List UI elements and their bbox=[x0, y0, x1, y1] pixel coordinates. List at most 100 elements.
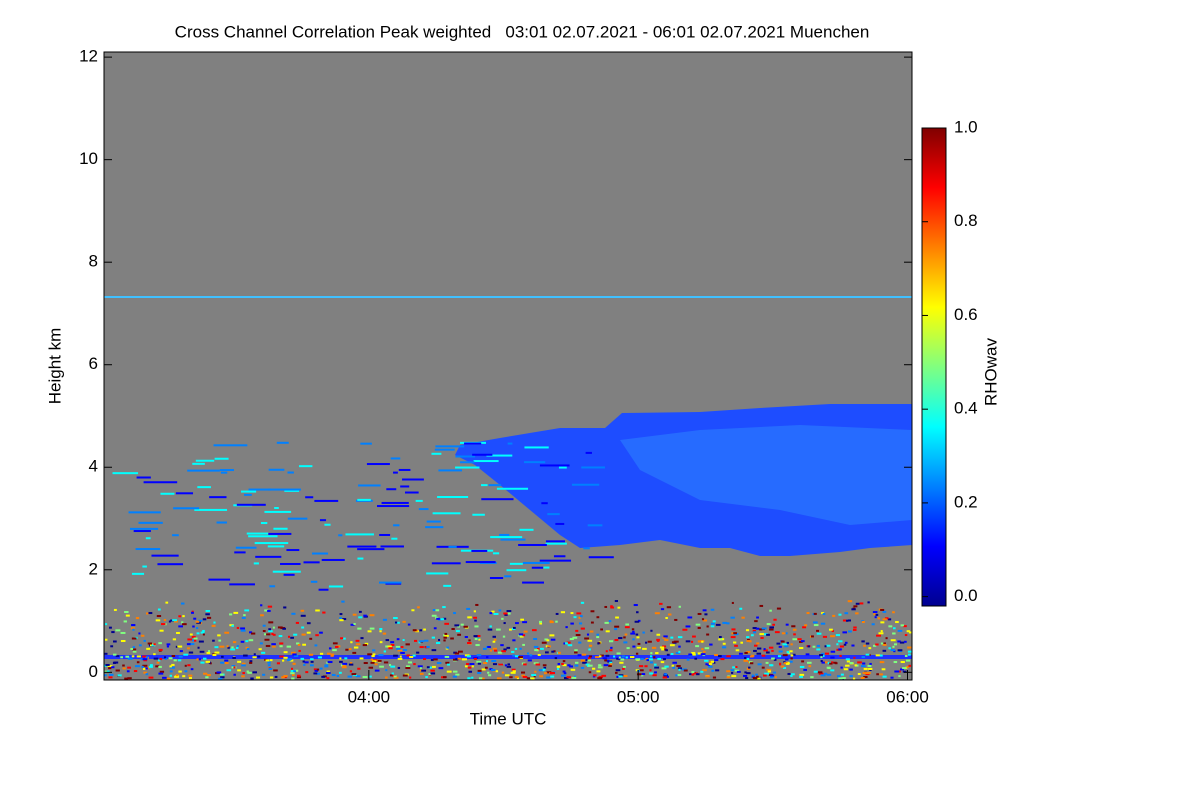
texture-speck bbox=[363, 662, 368, 665]
texture-speck bbox=[734, 644, 738, 647]
texture-speck bbox=[279, 655, 285, 658]
texture-speck bbox=[823, 672, 828, 675]
texture-streak bbox=[366, 463, 390, 466]
texture-speck bbox=[715, 623, 721, 626]
texture-speck bbox=[782, 654, 788, 657]
texture-speck bbox=[772, 671, 777, 674]
texture-speck bbox=[702, 619, 708, 622]
texture-streak bbox=[135, 548, 161, 551]
texture-speck bbox=[749, 640, 752, 643]
texture-speck bbox=[177, 645, 183, 648]
texture-speck bbox=[523, 630, 528, 633]
texture-speck bbox=[504, 613, 508, 616]
texture-speck bbox=[754, 620, 758, 623]
texture-speck bbox=[563, 642, 566, 645]
texture-speck bbox=[578, 641, 582, 644]
texture-speck bbox=[267, 609, 271, 612]
texture-speck bbox=[436, 617, 440, 620]
texture-speck bbox=[341, 600, 345, 603]
texture-speck bbox=[393, 676, 399, 679]
texture-speck bbox=[893, 643, 897, 646]
texture-speck bbox=[756, 616, 759, 619]
texture-speck bbox=[709, 661, 712, 664]
texture-speck bbox=[792, 653, 796, 656]
texture-speck bbox=[124, 611, 129, 614]
texture-speck bbox=[217, 634, 221, 637]
texture-speck bbox=[446, 670, 452, 673]
texture-streak bbox=[234, 551, 246, 554]
texture-speck bbox=[302, 643, 307, 646]
texture-speck bbox=[374, 669, 380, 672]
texture-speck bbox=[251, 632, 256, 635]
texture-speck bbox=[240, 640, 245, 643]
texture-speck bbox=[200, 631, 205, 634]
texture-speck bbox=[433, 658, 438, 661]
texture-speck bbox=[663, 648, 667, 651]
texture-streak bbox=[583, 547, 590, 550]
texture-speck bbox=[862, 672, 868, 675]
texture-speck bbox=[600, 628, 604, 631]
texture-speck bbox=[289, 659, 294, 662]
texture-speck bbox=[326, 652, 331, 655]
texture-speck bbox=[763, 633, 769, 636]
texture-speck bbox=[224, 662, 229, 665]
texture-speck bbox=[650, 652, 653, 655]
texture-speck bbox=[419, 640, 425, 643]
texture-speck bbox=[709, 643, 713, 646]
texture-speck bbox=[297, 643, 301, 646]
texture-speck bbox=[832, 614, 836, 617]
texture-speck bbox=[409, 676, 412, 679]
texture-speck bbox=[166, 645, 170, 648]
texture-speck bbox=[752, 627, 757, 630]
chart-title: Cross Channel Correlation Peak weighted … bbox=[175, 22, 870, 41]
texture-speck bbox=[211, 624, 216, 627]
texture-speck bbox=[514, 655, 519, 658]
texture-speck bbox=[402, 649, 408, 652]
texture-speck bbox=[802, 626, 807, 629]
texture-speck bbox=[872, 611, 878, 614]
texture-streak bbox=[455, 455, 476, 458]
texture-speck bbox=[519, 647, 522, 650]
texture-speck bbox=[580, 601, 585, 604]
texture-speck bbox=[385, 669, 388, 672]
texture-speck bbox=[203, 672, 208, 675]
texture-speck bbox=[127, 677, 132, 680]
texture-speck bbox=[713, 661, 716, 664]
texture-speck bbox=[348, 648, 352, 651]
texture-speck bbox=[799, 673, 805, 676]
texture-speck bbox=[140, 658, 145, 661]
texture-speck bbox=[846, 619, 849, 622]
texture-streak bbox=[172, 534, 179, 537]
texture-speck bbox=[446, 663, 451, 666]
texture-speck bbox=[820, 660, 823, 663]
texture-speck bbox=[315, 634, 319, 637]
texture-speck bbox=[648, 658, 653, 661]
texture-speck bbox=[313, 668, 317, 671]
texture-speck bbox=[821, 612, 825, 615]
texture-speck bbox=[369, 614, 375, 617]
texture-speck bbox=[541, 641, 547, 644]
texture-streak bbox=[381, 501, 409, 504]
texture-speck bbox=[574, 661, 579, 664]
texture-speck bbox=[722, 642, 726, 645]
texture-speck bbox=[426, 645, 430, 648]
texture-speck bbox=[243, 614, 246, 617]
texture-speck bbox=[880, 642, 884, 645]
texture-speck bbox=[597, 642, 600, 645]
texture-speck bbox=[369, 627, 375, 630]
texture-speck bbox=[493, 638, 497, 641]
texture-speck bbox=[402, 674, 408, 677]
texture-streak bbox=[345, 533, 374, 536]
texture-speck bbox=[522, 675, 528, 678]
texture-speck bbox=[602, 657, 607, 660]
texture-speck bbox=[282, 627, 286, 630]
texture-speck bbox=[130, 647, 134, 650]
texture-streak bbox=[318, 588, 329, 591]
texture-speck bbox=[801, 660, 805, 663]
texture-speck bbox=[839, 645, 844, 648]
texture-speck bbox=[614, 671, 618, 674]
texture-speck bbox=[617, 606, 621, 609]
texture-speck bbox=[241, 616, 246, 619]
texture-speck bbox=[413, 663, 416, 666]
texture-speck bbox=[828, 628, 833, 631]
